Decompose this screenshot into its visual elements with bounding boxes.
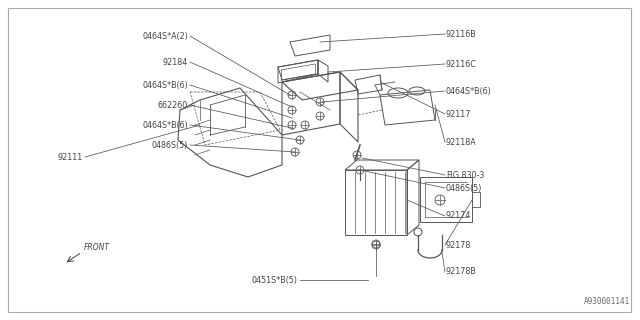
Text: FRONT: FRONT (84, 244, 110, 252)
Text: 0451S*B(5): 0451S*B(5) (252, 276, 298, 284)
Bar (420, 177, 472, 222)
Text: FIG.830-3: FIG.830-3 (446, 171, 484, 180)
Text: 0464S*B(6): 0464S*B(6) (142, 121, 188, 130)
Text: 92184: 92184 (163, 58, 188, 67)
Text: A930001141: A930001141 (584, 297, 630, 306)
Text: 0464S*B(6): 0464S*B(6) (446, 86, 492, 95)
Text: 92116B: 92116B (446, 29, 477, 38)
Text: 662260: 662260 (157, 100, 188, 109)
Text: 92118A: 92118A (446, 138, 477, 147)
Text: 92116C: 92116C (446, 60, 477, 68)
Text: 0486S(5): 0486S(5) (152, 140, 188, 149)
Text: 92117: 92117 (446, 109, 472, 118)
Text: 92174: 92174 (446, 212, 472, 220)
Text: 0486S(5): 0486S(5) (446, 183, 483, 193)
Text: 92178: 92178 (446, 241, 472, 250)
Text: 0464S*B(6): 0464S*B(6) (142, 81, 188, 90)
Text: 92178B: 92178B (446, 268, 477, 276)
Text: 0464S*A(2): 0464S*A(2) (142, 31, 188, 41)
Text: 92111: 92111 (58, 153, 83, 162)
